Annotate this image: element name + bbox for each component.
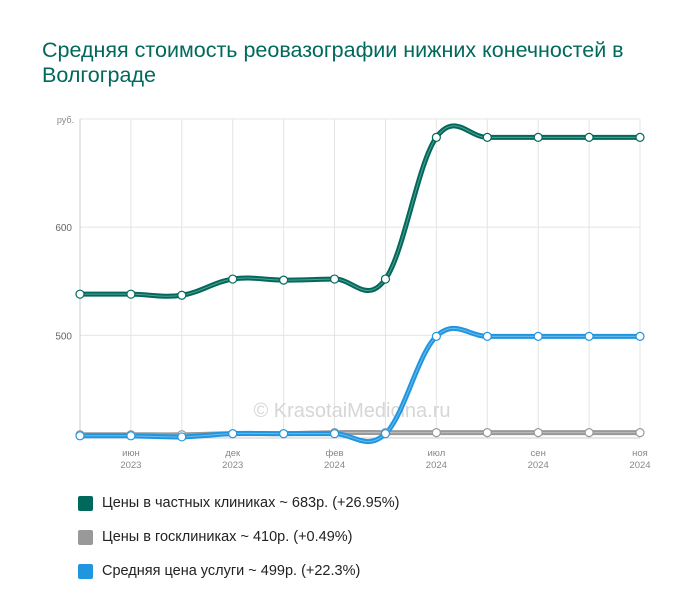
x-tick-label-year: 2024 — [528, 460, 549, 471]
x-tick-label-year: 2023 — [120, 460, 141, 471]
series-average-point — [75, 431, 85, 441]
legend-label-average: Средняя цена услуги ~ 499р. (+22.3%) — [102, 563, 361, 579]
legend-swatch-private — [78, 495, 93, 511]
series-average-point — [380, 429, 391, 439]
series-public-point — [482, 427, 492, 438]
series-average-point — [584, 331, 594, 341]
legend-item-average[interactable]: Средняя цена услуги ~ 499р. (+22.3%) — [78, 554, 400, 588]
series-average-point — [228, 429, 238, 439]
series-private-point — [75, 289, 85, 299]
chart-legend: Цены в частных клиниках ~ 683р. (+26.95%… — [78, 486, 400, 588]
series-public-point — [584, 427, 594, 438]
series-private-point — [635, 132, 645, 142]
x-tick-label-month: сен — [531, 448, 546, 459]
x-tick-label-month: июл — [427, 448, 445, 459]
series-private-point — [584, 132, 594, 142]
y-tick-label: 500 — [55, 331, 72, 342]
line-chart: © KrasotaiMedicina.ru 500600руб.июн2023д… — [55, 115, 650, 471]
series-average-point — [635, 331, 645, 341]
series-average-point — [482, 331, 492, 341]
x-tick-label-month: дек — [225, 448, 241, 459]
legend-swatch-average — [78, 563, 93, 579]
watermark: © KrasotaiMedicina.ru — [253, 400, 450, 422]
series-average-point — [431, 331, 441, 341]
y-unit-label: руб. — [57, 115, 74, 125]
series-average-point — [126, 431, 136, 441]
x-tick-label-year: 2023 — [222, 460, 243, 471]
x-tick-label-month: фев — [325, 448, 343, 459]
series-private-point — [126, 289, 136, 299]
series-private-point — [431, 132, 441, 142]
series-average-line — [77, 325, 643, 445]
x-tick-label-year: 2024 — [426, 460, 447, 471]
series-private-point — [380, 274, 391, 284]
chart-title: Средняя стоимость реовазографии нижних к… — [42, 38, 624, 87]
legend-item-public[interactable]: Цены в госклиниках ~ 410р. (+0.49%) — [78, 520, 400, 554]
chart-grid — [79, 118, 641, 439]
series-public-point — [635, 427, 645, 438]
series-private-point — [279, 275, 289, 285]
x-tick-label-year: 2024 — [629, 460, 650, 471]
x-tick-label-month: ноя — [632, 448, 648, 459]
legend-label-public: Цены в госклиниках ~ 410р. (+0.49%) — [102, 529, 353, 545]
series-public-point — [431, 427, 441, 438]
series-average-point — [279, 429, 289, 439]
legend-swatch-public — [78, 529, 93, 545]
series-private-point — [533, 132, 543, 142]
chart-axis-labels: 500600руб.июн2023дек2023фев2024июл2024се… — [55, 115, 650, 471]
legend-item-private[interactable]: Цены в частных клиниках ~ 683р. (+26.95%… — [78, 486, 400, 520]
series-average-point — [329, 429, 340, 439]
series-average-point — [533, 331, 543, 341]
series-private-point — [177, 290, 187, 300]
series-average-point — [177, 432, 187, 442]
series-private-point — [228, 274, 238, 284]
y-tick-label: 600 — [55, 223, 72, 234]
chart-series — [77, 123, 643, 445]
series-public-point — [533, 427, 543, 438]
legend-label-private: Цены в частных клиниках ~ 683р. (+26.95%… — [102, 495, 400, 511]
chart-points — [75, 132, 645, 442]
x-tick-label-month: июн — [122, 448, 140, 459]
x-tick-label-year: 2024 — [324, 460, 345, 471]
series-private-highlight — [79, 125, 640, 297]
series-private-point — [329, 274, 340, 284]
series-private-point — [482, 132, 492, 142]
series-average-highlight — [79, 327, 640, 443]
series-private-line — [77, 123, 643, 299]
